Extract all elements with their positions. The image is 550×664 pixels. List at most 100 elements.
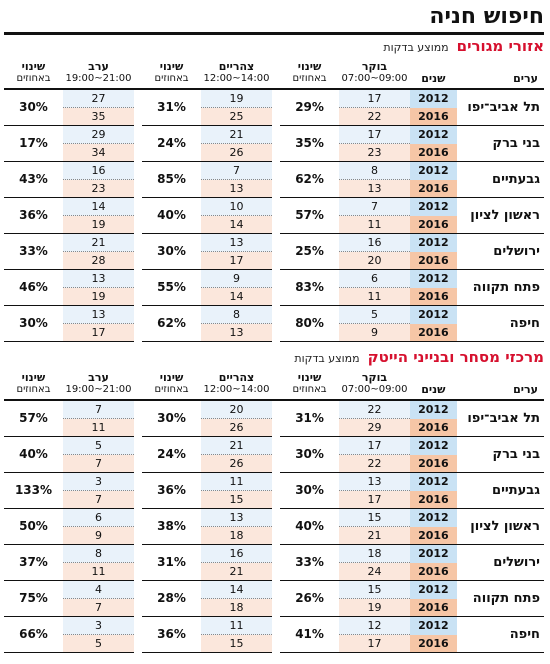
year-2016: 2016 — [410, 287, 457, 306]
section-title: מרכזי מסחר ובנייני הייטק — [367, 348, 544, 366]
evening-change: 37% — [4, 544, 63, 581]
table-row: פתח תקווה 2012 6 83% 9 55% 13 46% — [4, 269, 544, 306]
noon-2016: 26 — [200, 143, 273, 162]
morning-2012: 17 — [338, 436, 411, 455]
noon-2012: 21 — [200, 436, 273, 455]
noon-2016: 15 — [200, 634, 273, 653]
col-header-change-label: שינוי — [21, 371, 46, 384]
noon-change: 55% — [142, 269, 201, 306]
noon-2012: 14 — [200, 580, 273, 599]
col-gap — [272, 198, 280, 234]
evening-change: 75% — [4, 580, 63, 617]
col-gap — [134, 545, 142, 581]
table-row: 2016 22 25 35 — [4, 107, 544, 126]
morning-2012: 15 — [338, 508, 411, 527]
table-row: 2016 17 15 5 — [4, 634, 544, 653]
col-header-change-sub: באחוזים — [16, 73, 51, 84]
year-2012: 2012 — [410, 161, 457, 180]
noon-2016: 14 — [200, 287, 273, 306]
noon-2016: 17 — [200, 251, 273, 270]
noon-2012: 11 — [200, 616, 273, 635]
evening-change: 33% — [4, 233, 63, 270]
col-gap — [134, 270, 142, 306]
noon-2016: 26 — [200, 454, 273, 473]
col-header-change: שינוי באחוזים — [142, 57, 201, 89]
noon-2012: 16 — [200, 544, 273, 563]
morning-2016: 24 — [338, 562, 411, 581]
section-subtitle: ממוצע בדקות — [383, 41, 449, 54]
noon-change: 31% — [142, 544, 201, 581]
evening-change: 133% — [4, 472, 63, 509]
table-row: חיפה 2012 12 41% 11 36% 3 66% — [4, 616, 544, 653]
col-gap — [272, 400, 280, 437]
evening-change: 36% — [4, 197, 63, 234]
col-gap — [272, 270, 280, 306]
col-header-change-label: שינוי — [21, 60, 46, 73]
evening-2012: 21 — [62, 233, 134, 252]
evening-change: 30% — [4, 305, 63, 342]
evening-2016: 11 — [62, 562, 134, 581]
table-row: 2016 21 18 9 — [4, 526, 544, 545]
evening-change: 40% — [4, 436, 63, 473]
evening-2012: 3 — [62, 472, 134, 491]
noon-change: 24% — [142, 436, 201, 473]
table-row: בני ברק 2012 17 30% 21 24% 5 40% — [4, 436, 544, 473]
col-gap — [134, 162, 142, 198]
morning-2016: 22 — [338, 454, 411, 473]
morning-2012: 13 — [338, 472, 411, 491]
year-2016: 2016 — [410, 454, 457, 473]
col-header-change: שינוי באחוזים — [142, 368, 201, 400]
table-row: 2016 13 13 23 — [4, 179, 544, 198]
morning-2012: 22 — [338, 400, 411, 419]
col-gap — [272, 617, 280, 653]
morning-2016: 19 — [338, 598, 411, 617]
section-2: מרכזי מסחר ובנייני הייטק ממוצע בדקות ערים ש… — [4, 346, 544, 653]
col-header-change-sub: באחוזים — [292, 384, 327, 395]
evening-change: 46% — [4, 269, 63, 306]
noon-change: 38% — [142, 508, 201, 545]
evening-2012: 27 — [62, 89, 134, 108]
noon-2012: 19 — [200, 89, 273, 108]
table-row: 2016 17 15 7 — [4, 490, 544, 509]
evening-2012: 5 — [62, 436, 134, 455]
table-row: 2016 23 26 34 — [4, 143, 544, 162]
evening-change: 30% — [4, 89, 63, 126]
table-row: פתח תקווה 2012 15 26% 14 28% 4 75% — [4, 580, 544, 617]
table-row: תל אביב־יפו 2012 22 31% 20 30% 7 57% — [4, 400, 544, 437]
header-row: ערים שנים בוקר 09:00~07:00 שינוי באחוזים צהריי… — [4, 57, 544, 89]
evening-2012: 13 — [62, 269, 134, 288]
col-gap — [134, 617, 142, 653]
morning-2016: 11 — [338, 215, 411, 234]
year-2016: 2016 — [410, 562, 457, 581]
evening-2012: 29 — [62, 125, 134, 144]
col-header-change: שינוי באחוזים — [280, 368, 339, 400]
evening-2012: 7 — [62, 400, 134, 419]
morning-2012: 8 — [338, 161, 411, 180]
year-2012: 2012 — [410, 580, 457, 599]
col-header-change-label: שינוי — [159, 60, 184, 73]
morning-change: 33% — [280, 544, 339, 581]
city-name: פתח תקווה — [456, 580, 544, 617]
year-2016: 2016 — [410, 490, 457, 509]
city-name: גבעתיים — [456, 161, 544, 198]
morning-change: 62% — [280, 161, 339, 198]
year-2016: 2016 — [410, 143, 457, 162]
noon-change: 85% — [142, 161, 201, 198]
city-name: תל אביב־יפו — [456, 400, 544, 437]
col-header-noon-label: צהריים — [218, 371, 255, 384]
year-2012: 2012 — [410, 125, 457, 144]
col-gap — [272, 509, 280, 545]
evening-2012: 4 — [62, 580, 134, 599]
noon-change: 36% — [142, 472, 201, 509]
col-gap — [134, 437, 142, 473]
evening-2016: 5 — [62, 634, 134, 653]
noon-change: 40% — [142, 197, 201, 234]
table-row: תל אביב־יפו 2012 17 29% 19 31% 27 30% — [4, 89, 544, 126]
morning-2016: 20 — [338, 251, 411, 270]
morning-2012: 15 — [338, 580, 411, 599]
col-header-morning-hours: 09:00~07:00 — [341, 73, 408, 84]
col-header-morning-hours: 09:00~07:00 — [341, 384, 408, 395]
evening-2012: 6 — [62, 508, 134, 527]
city-name: תל אביב־יפו — [456, 89, 544, 126]
year-2016: 2016 — [410, 323, 457, 342]
